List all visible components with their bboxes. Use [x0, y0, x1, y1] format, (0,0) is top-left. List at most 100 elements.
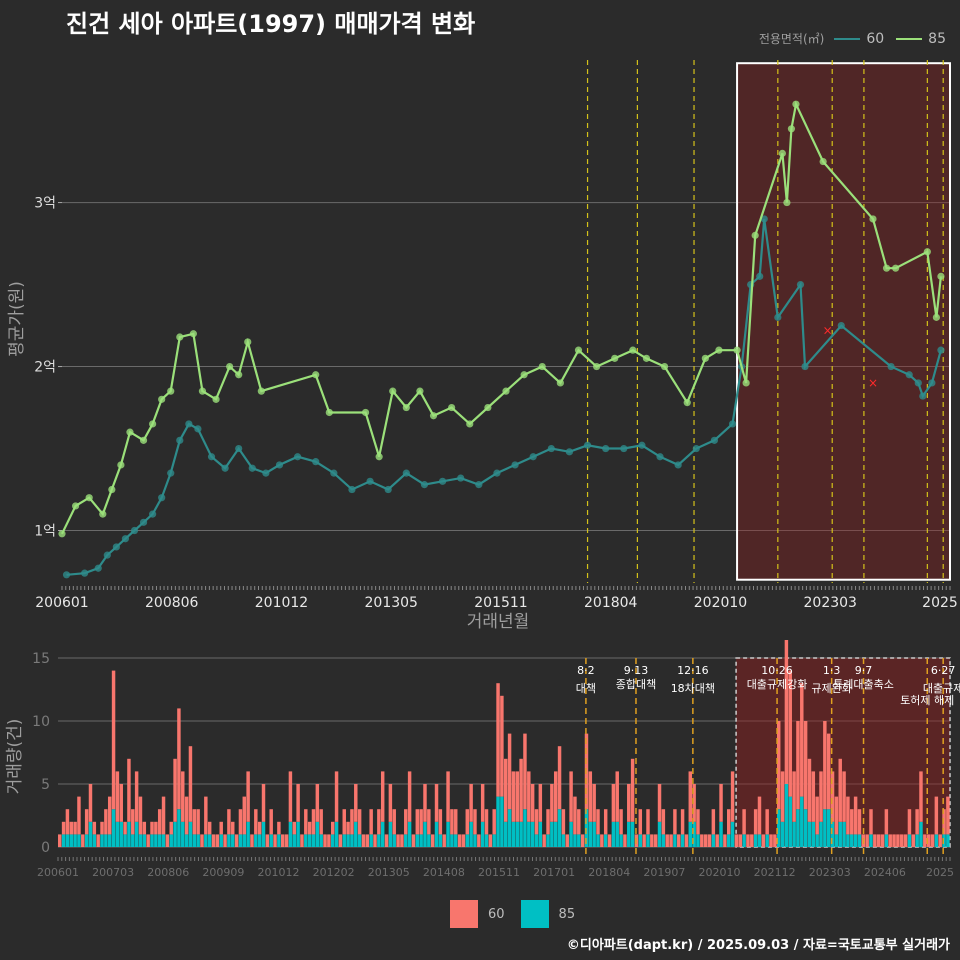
bar-60 [530, 784, 535, 822]
bar-60 [715, 834, 719, 847]
bar-85 [815, 834, 819, 847]
bar-60 [569, 771, 573, 822]
bar-85 [319, 834, 323, 847]
bar-85 [550, 821, 554, 847]
y-tick-label: 10 [32, 714, 50, 730]
bar-60 [665, 834, 669, 847]
bar-60 [480, 784, 485, 822]
bar-85 [242, 834, 247, 847]
bar-60 [281, 834, 285, 847]
bar-85 [115, 821, 120, 847]
bar-60 [577, 809, 581, 835]
data-point-60 [402, 469, 410, 477]
bar-85 [92, 834, 97, 847]
bar-60 [380, 771, 385, 822]
bar-60 [673, 809, 677, 835]
data-point-60 [837, 321, 845, 330]
bar-60 [107, 796, 112, 835]
bar-60 [850, 809, 854, 835]
bar-60 [550, 784, 554, 822]
bar-85 [254, 834, 258, 847]
data-point-60 [620, 444, 628, 453]
bar-60 [323, 834, 327, 847]
annotation-label: 특례대출축소 [833, 678, 894, 691]
bar-85 [65, 834, 70, 847]
data-point-60 [194, 425, 202, 433]
bar-85 [515, 821, 519, 847]
bar-85 [527, 821, 531, 847]
data-point-85 [819, 157, 827, 166]
bar-60 [611, 784, 616, 822]
bar-85 [69, 834, 73, 847]
bar-60 [892, 834, 896, 847]
bar-60 [311, 809, 316, 835]
bar-60 [546, 809, 550, 835]
bar-85 [369, 834, 373, 847]
bar-60 [334, 771, 339, 822]
x-tick-label: 201511 [478, 866, 520, 879]
bar-60 [204, 796, 208, 835]
bar-60 [430, 834, 435, 847]
bar-60 [573, 796, 577, 835]
bar-85 [134, 821, 139, 847]
annotation-label: 규제완화 [811, 682, 851, 695]
cross-marker: × [868, 376, 878, 390]
bar-60 [407, 771, 412, 822]
bar-60 [84, 809, 89, 835]
bar-85 [627, 821, 631, 847]
bar-60 [553, 771, 558, 822]
data-point-60 [221, 464, 229, 472]
data-point-85 [416, 387, 424, 395]
bar-60 [692, 784, 696, 822]
bar-85 [257, 834, 262, 847]
bar-60 [677, 834, 681, 847]
bar-60 [296, 784, 300, 822]
bar-60 [227, 809, 231, 835]
x-tick-label: 201012 [255, 595, 308, 611]
bar-85 [84, 834, 89, 847]
bar-60 [865, 834, 869, 847]
bar-60 [857, 809, 862, 835]
bar-60 [642, 834, 646, 847]
bar-60 [838, 758, 842, 822]
legend-bottom-label-60: 60 [488, 906, 505, 922]
bar-85 [469, 821, 473, 847]
data-point-85 [778, 149, 786, 157]
data-point-85 [520, 371, 528, 379]
data-point-85 [783, 198, 791, 207]
data-point-60 [176, 436, 184, 444]
bar-60 [434, 784, 439, 822]
data-point-60 [235, 444, 243, 453]
bar-60 [638, 809, 643, 835]
bar-85 [238, 834, 243, 847]
data-point-60 [928, 379, 936, 387]
bar-60 [834, 796, 839, 835]
bar-60 [696, 809, 700, 835]
annotation-label: 토허제 해제 [900, 693, 954, 707]
bar-60 [523, 733, 527, 810]
bar-60 [365, 834, 370, 847]
bar-85 [315, 821, 320, 847]
bar-60 [307, 821, 312, 835]
bar-60 [765, 809, 769, 835]
x-tick-label: 2025 [922, 595, 958, 611]
bar-85 [496, 796, 500, 847]
bar-85 [392, 834, 396, 847]
data-point-60 [674, 461, 682, 469]
bar-85 [850, 834, 854, 847]
x-tick-label: 202112 [754, 866, 796, 879]
data-point-60 [262, 469, 270, 477]
bar-60 [357, 809, 362, 835]
bar-60 [192, 809, 197, 835]
bar-60 [58, 834, 62, 847]
bar-60 [469, 784, 473, 822]
bar-60 [384, 834, 389, 847]
bar-60 [703, 834, 708, 847]
bar-85 [296, 821, 300, 847]
data-point-60 [565, 448, 574, 456]
data-point-60 [774, 313, 782, 321]
data-point-60 [457, 474, 465, 482]
bar-85 [688, 821, 693, 847]
bar-60 [788, 670, 792, 797]
bar-85 [465, 834, 470, 847]
